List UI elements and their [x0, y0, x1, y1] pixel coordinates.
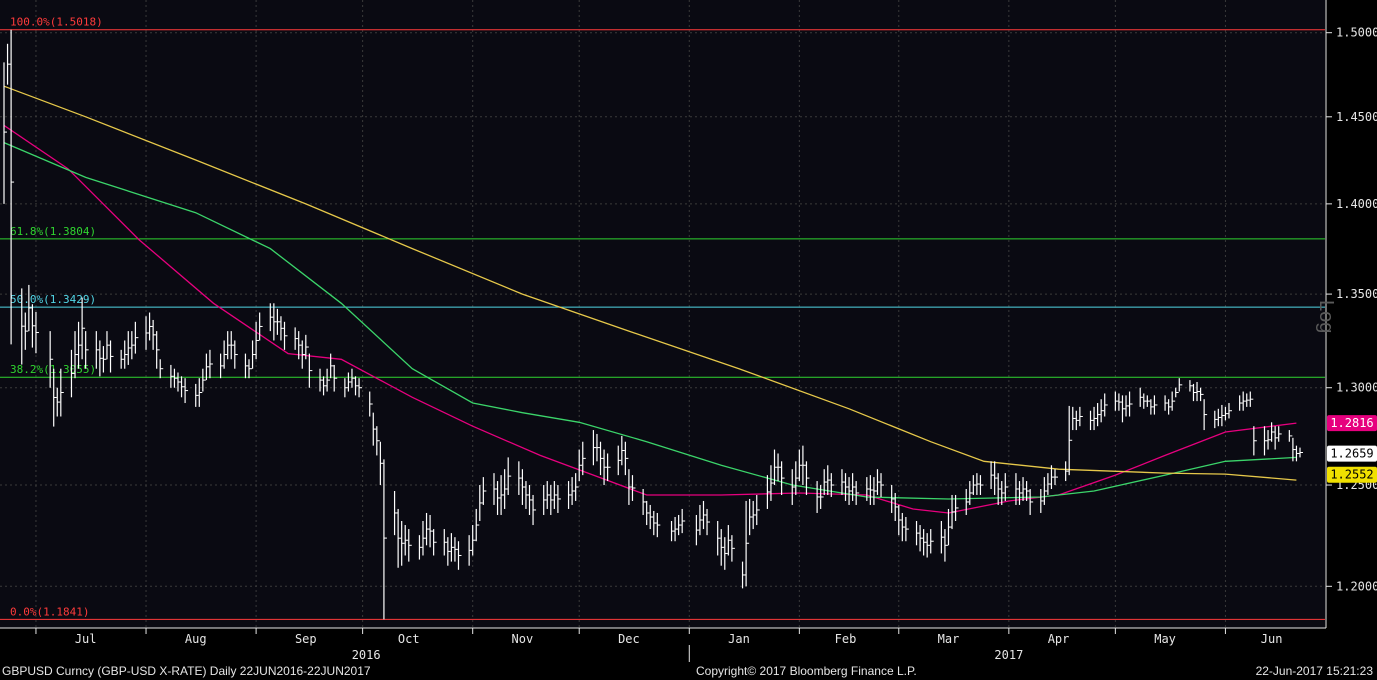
x-axis: Jul Aug Sep Oct Nov Dec Jan Feb Mar Apr May Jun 2016… [35, 0, 1283, 662]
x-tick-label: Apr [1048, 632, 1070, 646]
fib-level-label: 100.0%(1.5018) [10, 16, 103, 29]
y-axis: 1.50001.45001.40001.35001.30001.25001.20… [0, 26, 1377, 593]
last-price-label: 1.2816 [1330, 416, 1373, 430]
y-tick-label: 1.4000 [1336, 197, 1377, 211]
price-bars [3, 29, 1303, 620]
x-tick-label: Jul [75, 632, 97, 646]
x-tick-label: May [1154, 632, 1176, 646]
footer-copyright: Copyright© 2017 Bloomberg Finance L.P. [696, 664, 917, 678]
x-tick-label: Mar [938, 632, 960, 646]
y-tick-label: 1.4500 [1336, 110, 1377, 124]
fib-level-label: 50.0%(1.3429) [10, 293, 96, 306]
fib-level-label: 0.0%(1.1841) [10, 605, 89, 618]
x-tick-label: Dec [618, 632, 640, 646]
last-price-tag [1327, 415, 1377, 432]
x-tick-label: Jan [728, 632, 750, 646]
footer-security-info: GBPUSD Curncy (GBP-USD X-RATE) Daily 22J… [2, 664, 371, 678]
x-year-label: 2017 [994, 648, 1023, 662]
x-year-label: 2016 [352, 648, 381, 662]
last-price-tag [1327, 445, 1377, 462]
x-tick-label: Sep [295, 632, 317, 646]
moving-average-line [3, 124, 1297, 514]
last-price-label: 1.2659 [1330, 447, 1373, 461]
fib-level-label: 38.2%(1.3055) [10, 363, 96, 376]
fibonacci-levels: 100.0%(1.5018) 61.8%(1.3804) 50.0%(1.3429)… [0, 16, 1325, 620]
x-tick-label: Jun [1261, 632, 1283, 646]
log-scale-indicator: Log [1315, 300, 1337, 334]
fib-level-label: 61.8%(1.3804) [10, 225, 96, 238]
moving-average-line [3, 142, 1297, 500]
last-price-tag [1327, 466, 1377, 483]
last-price-label: 1.2552 [1330, 468, 1373, 482]
x-tick-label: Aug [185, 632, 207, 646]
x-tick-label: Feb [835, 632, 857, 646]
x-tick-label: Oct [398, 632, 420, 646]
x-tick-label: Nov [512, 632, 534, 646]
y-tick-label: 1.3500 [1336, 287, 1377, 301]
y-tick-label: 1.2000 [1336, 579, 1377, 593]
y-tick-label: 1.3000 [1336, 381, 1377, 395]
moving-averages [3, 85, 1297, 514]
footer-timestamp: 22-Jun-2017 15:21:23 [1255, 664, 1373, 678]
moving-average-line [3, 85, 1297, 481]
y-tick-label: 1.5000 [1336, 26, 1377, 40]
plot-area [0, 0, 1325, 628]
last-price-tags: 1.2816 1.2659 1.2552 [1327, 415, 1377, 483]
